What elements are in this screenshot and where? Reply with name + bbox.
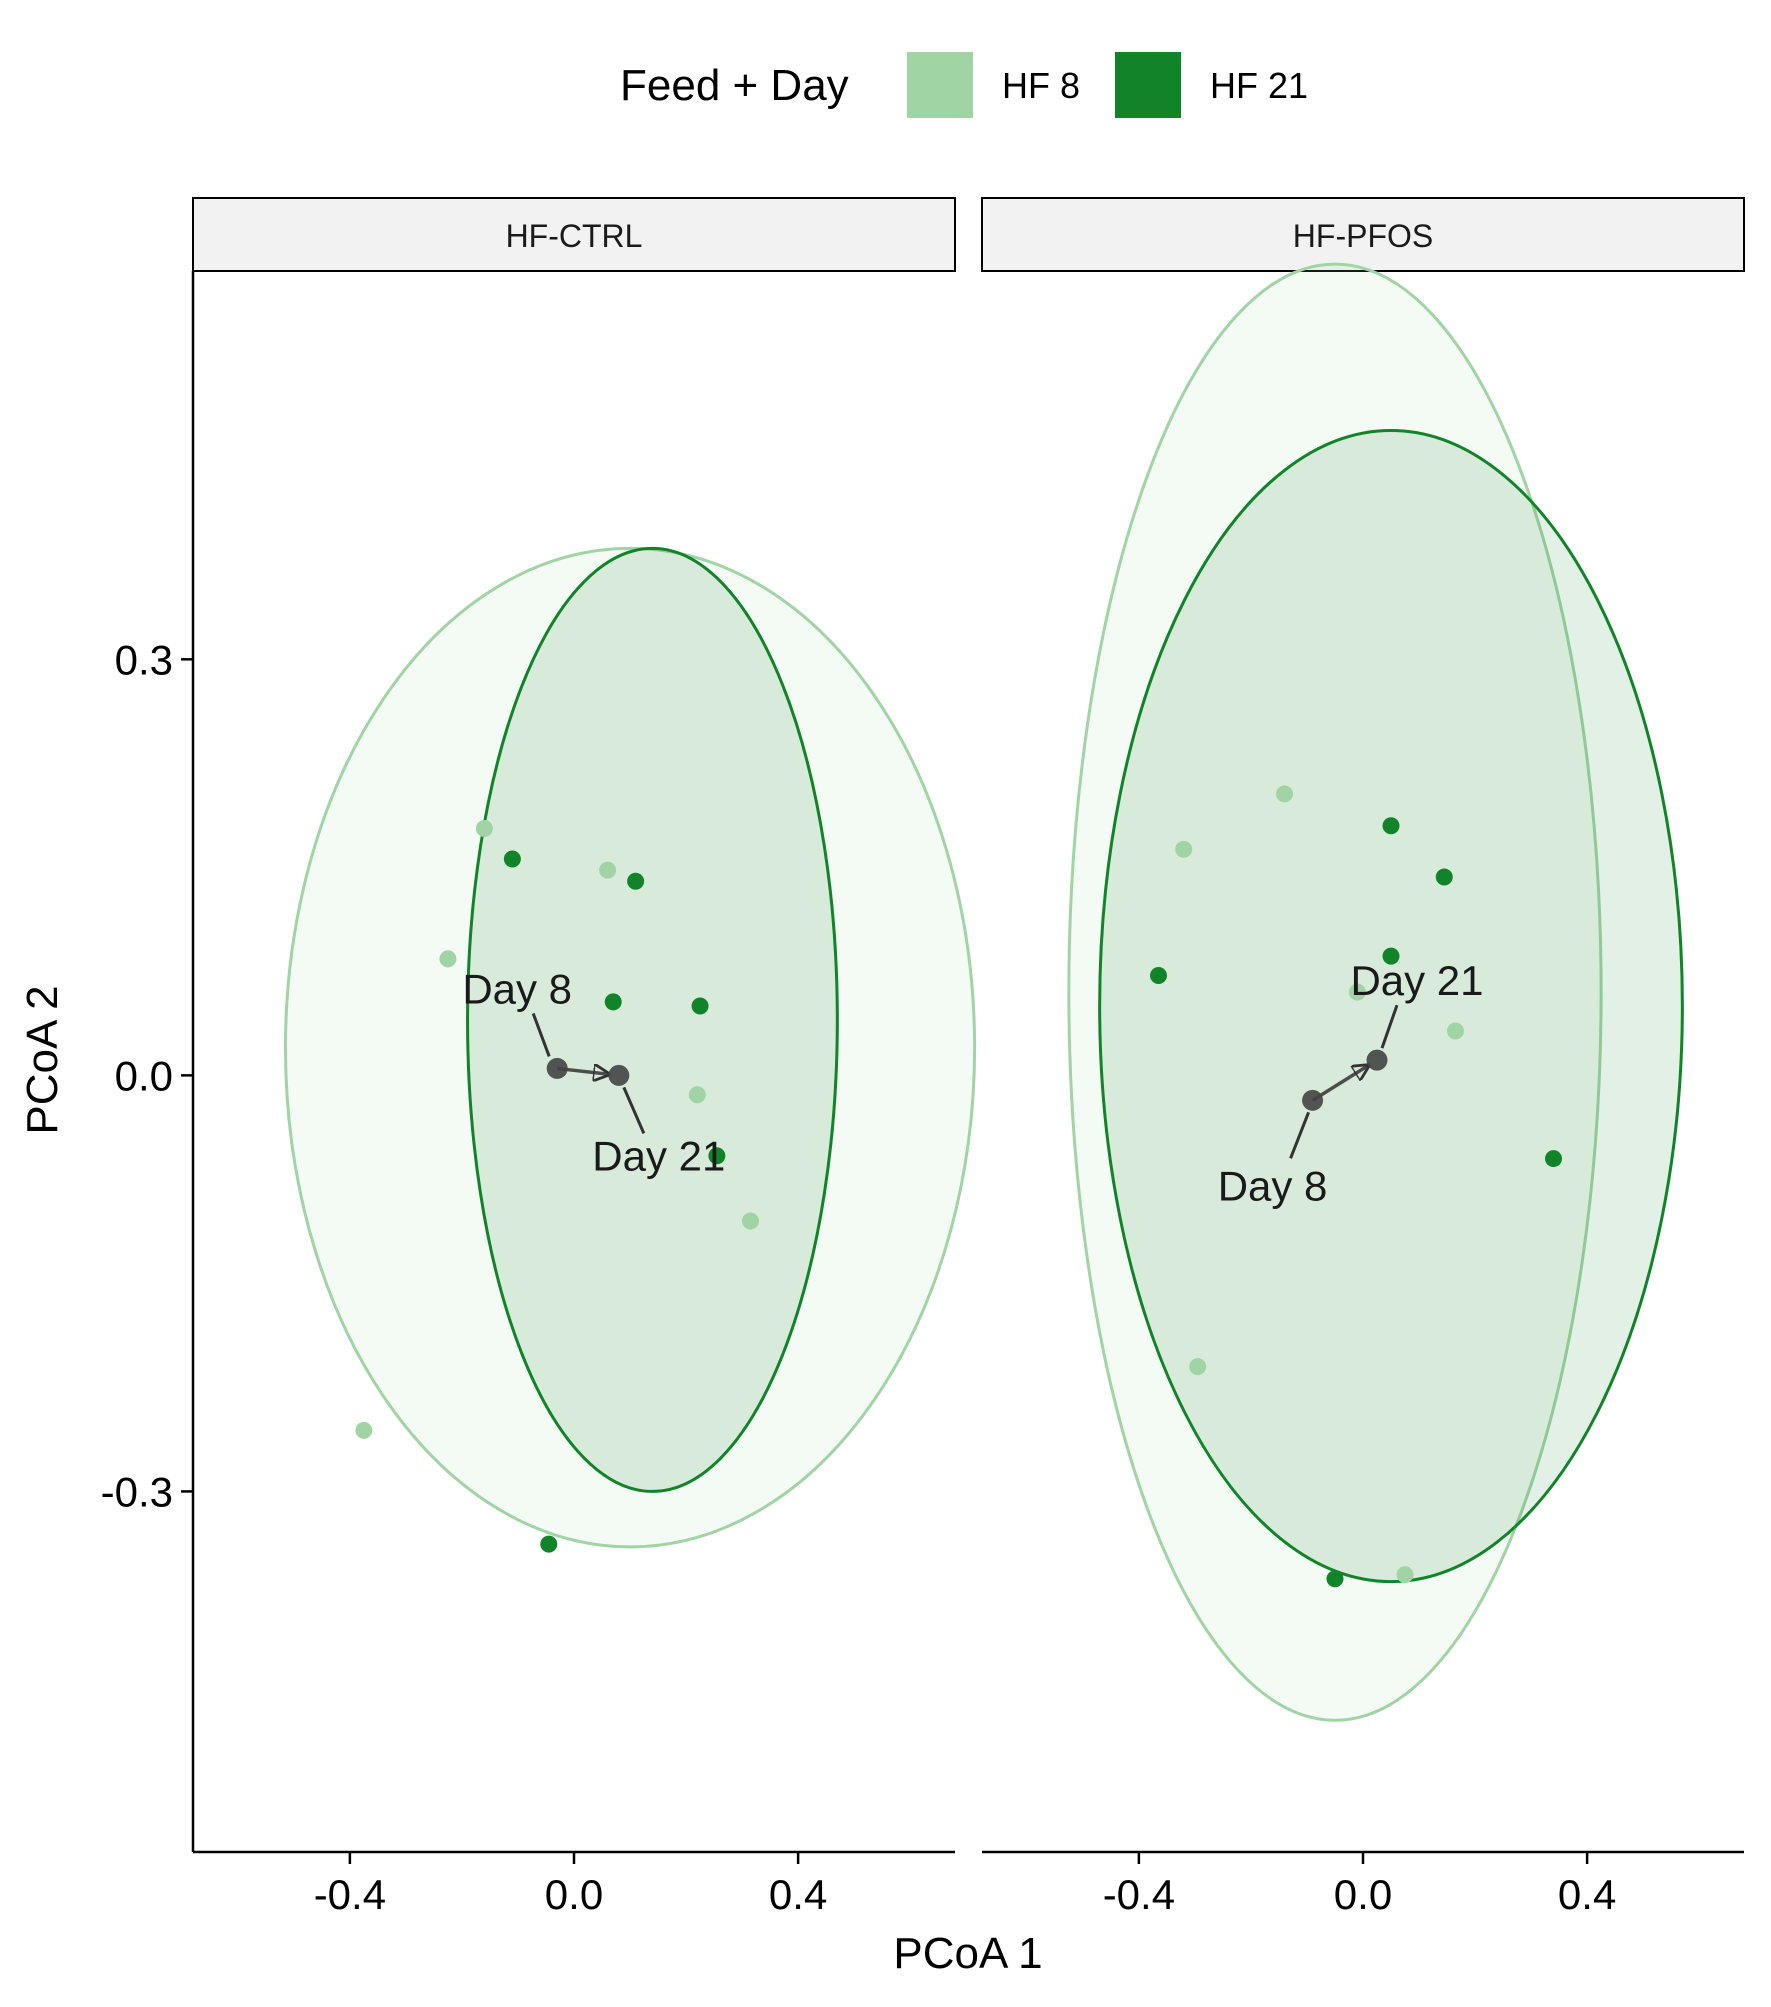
x-tick-label: -0.4: [314, 1871, 386, 1918]
point-hf8: [1446, 1022, 1464, 1040]
point-hf8: [741, 1212, 759, 1230]
legend-key-hf8: [907, 52, 973, 118]
facet-strip-hf-ctrl: [192, 197, 956, 272]
legend-title: Feed + Day: [620, 61, 849, 110]
point-hf8: [1348, 983, 1366, 1001]
y-tick-label: 0.0: [115, 1052, 173, 1099]
point-hf8: [688, 1086, 706, 1104]
y-axis-title: PCoA 2: [18, 985, 67, 1134]
centroid-day21: [1366, 1049, 1388, 1071]
legend-label-hf8: HF 8: [1002, 65, 1080, 106]
ellipse-hf21: [466, 546, 839, 1493]
point-layer: [1149, 785, 1562, 1588]
x-tick-label: 0.4: [1558, 1871, 1616, 1918]
centroid-day21: [608, 1064, 630, 1086]
label-leader-day8: [1289, 1111, 1310, 1159]
point-hf21: [1382, 947, 1400, 965]
facet-strip-hf-pfos: [981, 197, 1745, 272]
legend: Feed + Day HF 8 HF 21: [620, 52, 1308, 118]
point-hf21: [708, 1147, 726, 1165]
point-hf21: [1545, 1150, 1562, 1168]
point-hf8: [1175, 840, 1193, 858]
facet-panel-hf-pfos: HF-PFOS Day 8 Day 21 -0.4 0.0 0.4: [981, 197, 1745, 1918]
point-hf8: [599, 861, 617, 879]
centroid-day8: [1302, 1089, 1324, 1111]
y-tick-label: -0.3: [101, 1468, 173, 1515]
trajectory-layer: Day 8 Day 21: [1218, 957, 1484, 1209]
point-hf21: [503, 850, 521, 868]
trajectory-layer: Day 8 Day 21: [462, 965, 725, 1179]
trajectory-label-day8: Day 8: [462, 965, 572, 1012]
label-leader-day21: [622, 1086, 646, 1134]
ellipse-layer: [283, 546, 977, 1549]
ellipse-hf8: [1067, 262, 1603, 1722]
point-hf21: [1382, 817, 1400, 835]
point-hf21: [1149, 967, 1167, 985]
x-ticks: -0.4 0.0 0.4: [314, 1852, 827, 1918]
label-leader-day21: [1380, 1004, 1399, 1049]
trajectory-label-day21: Day 21: [1350, 957, 1483, 1004]
point-hf21: [691, 997, 709, 1015]
x-tick-label: 0.4: [769, 1871, 827, 1918]
point-hf8: [1276, 785, 1294, 803]
x-tick-label: -0.4: [1103, 1871, 1175, 1918]
point-hf21: [540, 1535, 558, 1553]
point-hf8: [355, 1421, 373, 1439]
point-hf8: [1189, 1358, 1207, 1376]
trajectory-arrow: [1311, 1065, 1369, 1102]
ellipse-layer: [1067, 262, 1684, 1722]
point-hf8: [439, 950, 457, 968]
y-tick-label: 0.3: [115, 636, 173, 683]
point-hf8: [1396, 1566, 1414, 1584]
point-hf21: [604, 993, 622, 1011]
label-leader-day8: [531, 1012, 551, 1057]
ellipse-hf21: [1098, 428, 1684, 1584]
x-tick-label: 0.0: [1334, 1871, 1392, 1918]
y-ticks: 0.3 0.0 -0.3: [101, 636, 193, 1515]
point-hf8: [475, 820, 493, 838]
point-layer: [355, 820, 759, 1553]
point-hf21: [1326, 1570, 1344, 1588]
legend-label-hf21: HF 21: [1210, 65, 1308, 106]
legend-key-hf21: [1115, 52, 1181, 118]
trajectory-label-day8: Day 8: [1218, 1162, 1328, 1209]
point-hf21: [1435, 868, 1453, 886]
x-tick-label: 0.0: [545, 1871, 603, 1918]
centroid-day8: [546, 1057, 568, 1079]
facet-strip-label-hf-ctrl: HF-CTRL: [506, 218, 643, 254]
x-ticks: -0.4 0.0 0.4: [1103, 1852, 1616, 1918]
point-hf21: [627, 872, 645, 890]
facet-strip-label-hf-pfos: HF-PFOS: [1293, 218, 1433, 254]
trajectory-label-day21: Day 21: [592, 1132, 725, 1179]
x-axis-title: PCoA 1: [893, 1929, 1042, 1978]
